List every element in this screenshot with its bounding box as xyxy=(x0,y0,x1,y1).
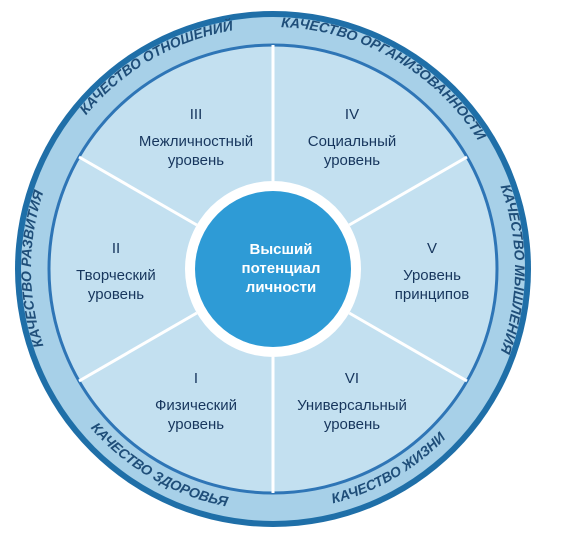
sector-I: I Физическийуровень xyxy=(155,370,237,434)
sector-title: Социальныйуровень xyxy=(308,133,397,171)
center-line3: личности xyxy=(216,278,346,297)
center-line2: потенциал xyxy=(216,260,346,279)
sector-IV: IV Социальныйуровень xyxy=(308,106,397,170)
sector-title: Универсальныйуровень xyxy=(297,397,407,435)
sector-title: Уровеньпринципов xyxy=(395,267,470,305)
center-line1: Высший xyxy=(216,241,346,260)
sector-roman: II xyxy=(76,240,156,259)
sector-title: Межличностныйуровень xyxy=(139,133,253,171)
sector-V: V Уровеньпринципов xyxy=(395,240,470,304)
sector-II: II Творческийуровень xyxy=(76,240,156,304)
sector-title: Творческийуровень xyxy=(76,267,156,305)
sector-title: Физическийуровень xyxy=(155,397,237,435)
diagram-container: КАЧЕСТВО РАЗВИТИЯКАЧЕСТВО ОТНОШЕНИЙКАЧЕС… xyxy=(0,0,562,538)
sector-VI: VI Универсальныйуровень xyxy=(297,370,407,434)
sector-III: III Межличностныйуровень xyxy=(139,106,253,170)
sector-roman: V xyxy=(395,240,470,259)
center-label: Высший потенциал личности xyxy=(216,241,346,297)
sector-roman: I xyxy=(155,370,237,389)
sector-roman: VI xyxy=(297,370,407,389)
sector-roman: III xyxy=(139,106,253,125)
sector-roman: IV xyxy=(308,106,397,125)
